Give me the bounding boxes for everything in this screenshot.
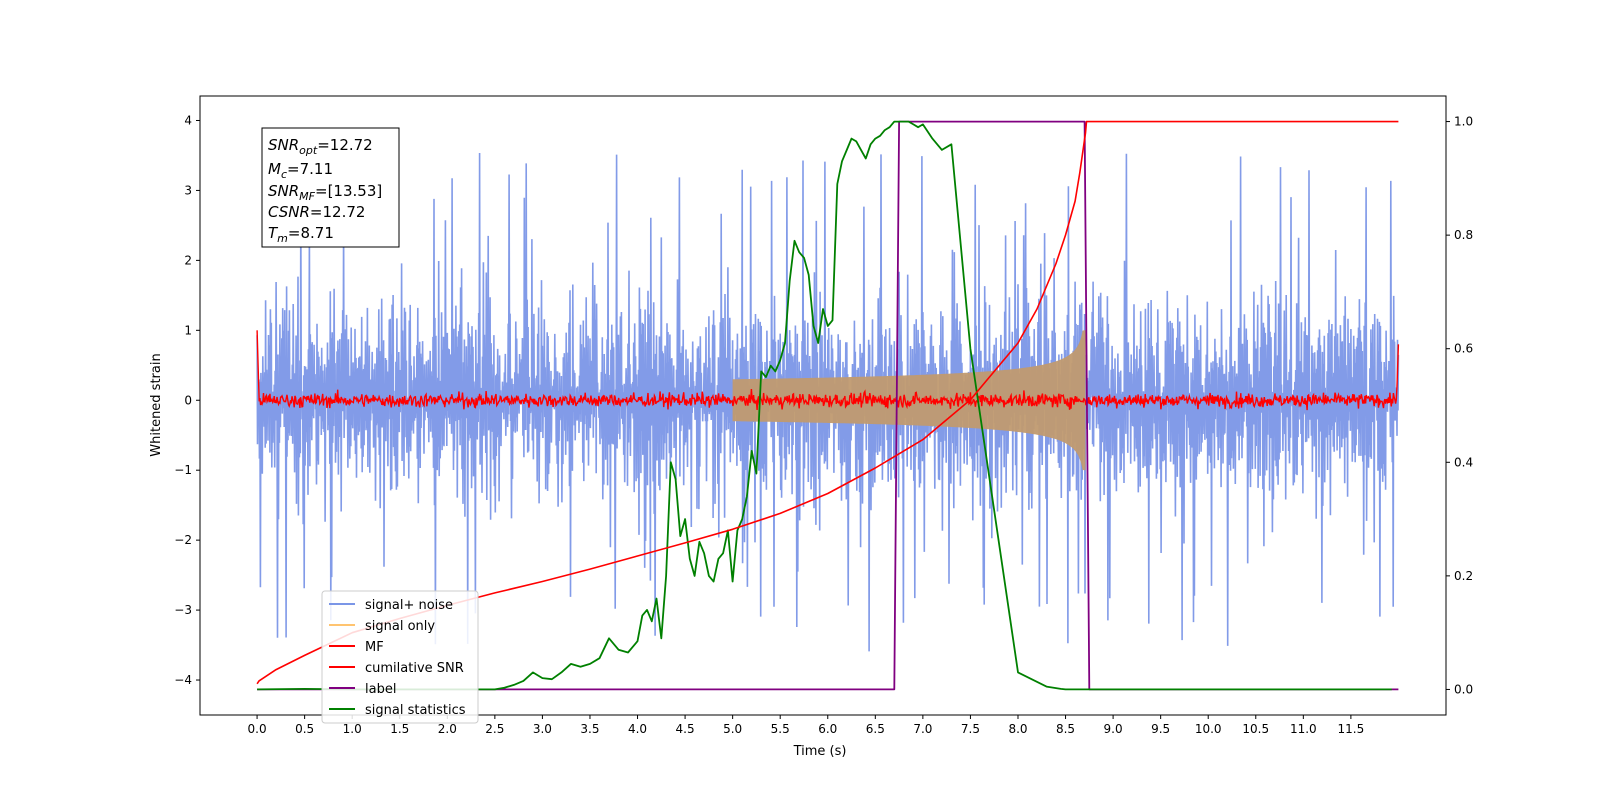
y-tick-label: 4 — [184, 113, 192, 127]
legend: signal+ noise signal only MF cumilative SNR… — [321, 590, 479, 724]
y2-tick-label: 0.6 — [1454, 342, 1473, 356]
y2-tick-label: 0.4 — [1454, 455, 1473, 469]
y-axis-ticks: 4 3 2 1 0 −1 −2 −3 −4 — [174, 113, 200, 687]
x-tick-label: 6.0 — [818, 722, 837, 736]
signal-noise-line — [256, 152, 1400, 652]
annotation-box: SNRopt=12.72 Mc=7.11 SNRMF=[13.53] CSNR=… — [261, 127, 400, 248]
x-tick-label: 2.5 — [485, 722, 504, 736]
x-tick-label: 2.0 — [438, 722, 457, 736]
y-tick-label: −1 — [174, 463, 192, 477]
x-tick-label: 7.0 — [913, 722, 932, 736]
x-tick-label: 8.5 — [1056, 722, 1075, 736]
y-tick-label: −2 — [174, 533, 192, 547]
legend-label-signal-noise: signal+ noise — [365, 598, 453, 613]
x-tick-label: 0.5 — [295, 722, 314, 736]
x-tick-label: 5.5 — [771, 722, 790, 736]
series-signal-only — [732, 330, 1086, 471]
x-tick-label: 10.0 — [1195, 722, 1222, 736]
series-mf — [256, 330, 1400, 411]
y2-tick-label: 0.0 — [1454, 682, 1473, 696]
annotation-snr-mf: SNRMF=[13.53] — [268, 182, 382, 203]
x-tick-label: 8.0 — [1008, 722, 1027, 736]
y-tick-label: 1 — [184, 323, 192, 337]
x-axis-ticks: 0.0 0.5 1.0 1.5 2.0 2.5 3.0 3.5 4.0 4.5 5.0 5.5 6.0 6… — [248, 715, 1365, 736]
y2-axis-ticks: 1.0 0.8 0.6 0.4 0.2 0.0 — [1446, 115, 1473, 696]
x-tick-label: 0.0 — [248, 722, 267, 736]
legend-label-cumilative-snr: cumilative SNR — [365, 661, 464, 676]
annotation-snr-opt: SNRopt=12.72 — [268, 136, 373, 157]
x-tick-label: 1.0 — [343, 722, 362, 736]
x-tick-label: 7.5 — [961, 722, 980, 736]
series-layer — [256, 120, 1400, 691]
x-tick-label: 4.0 — [628, 722, 647, 736]
x-tick-label: 1.5 — [390, 722, 409, 736]
x-tick-label: 5.0 — [723, 722, 742, 736]
x-tick-label: 9.5 — [1151, 722, 1170, 736]
x-tick-label: 11.0 — [1290, 722, 1317, 736]
x-tick-label: 4.5 — [676, 722, 695, 736]
legend-label-mf: MF — [365, 640, 384, 655]
y2-tick-label: 1.0 — [1454, 115, 1473, 129]
legend-label-signal-statistics: signal statistics — [365, 703, 466, 718]
legend-label-signal-only: signal only — [365, 619, 435, 634]
series-signal-statistics — [257, 120, 1392, 691]
signal-statistics-line — [257, 120, 1392, 691]
y-tick-label: −3 — [174, 603, 192, 617]
y-tick-label: −4 — [174, 673, 192, 687]
x-tick-label: 3.0 — [533, 722, 552, 736]
annotation-csnr: CSNR=12.72 — [268, 203, 365, 221]
x-tick-label: 9.0 — [1104, 722, 1123, 736]
y-tick-label: 0 — [184, 393, 192, 407]
plot-frame — [199, 95, 1447, 716]
legend-label-label: label — [365, 682, 396, 697]
annotation-mc: Mc=7.11 — [268, 160, 333, 181]
x-tick-label: 10.5 — [1242, 722, 1269, 736]
annotation-tm: Tm=8.71 — [268, 224, 334, 245]
x-tick-label: 3.5 — [580, 722, 599, 736]
y2-tick-label: 0.8 — [1454, 228, 1473, 242]
x-tick-label: 11.5 — [1338, 722, 1365, 736]
x-axis-label: Time (s) — [793, 744, 847, 759]
signal-only-envelope — [732, 330, 1086, 471]
y-axis-label: Whitened strain — [149, 353, 164, 456]
y-tick-label: 2 — [184, 253, 192, 267]
series-signal-noise — [256, 152, 1400, 652]
y2-tick-label: 0.2 — [1454, 569, 1473, 583]
y-tick-label: 3 — [184, 183, 192, 197]
mf-line — [256, 330, 1400, 411]
x-tick-label: 6.5 — [866, 722, 885, 736]
